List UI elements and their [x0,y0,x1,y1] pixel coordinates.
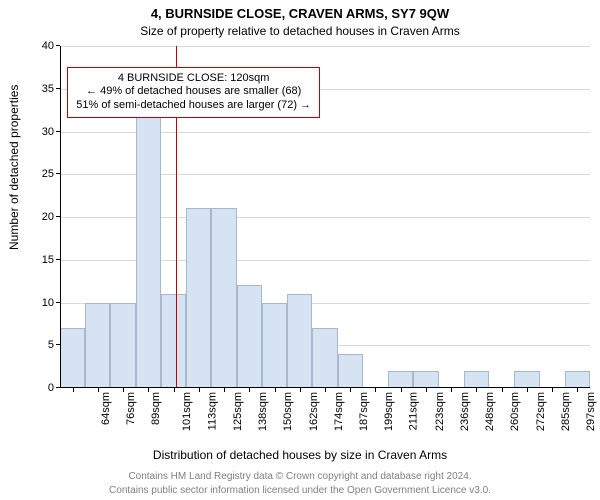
histogram-bar [262,303,287,389]
x-tick-label: 162sqm [308,392,320,431]
histogram-bar [136,97,161,388]
y-tick-label: 15 [42,254,60,266]
y-tick-label: 20 [42,211,60,223]
x-tick-mark [577,388,578,392]
x-tick-label: 101sqm [181,392,193,431]
x-tick-label: 272sqm [535,392,547,431]
y-tick-label: 30 [42,126,60,138]
x-tick-mark [148,388,149,392]
chart-subtitle: Size of property relative to detached ho… [0,24,600,38]
histogram-bar [312,328,337,388]
x-tick-mark [375,388,376,392]
x-tick-label: 187sqm [358,392,370,431]
x-tick-label: 199sqm [383,392,395,431]
x-tick-mark [98,388,99,392]
annotation-line: ← 49% of detached houses are smaller (68… [76,85,311,99]
x-tick-mark [199,388,200,392]
histogram-bar [60,328,85,388]
x-tick-mark [426,388,427,392]
x-tick-label: 174sqm [333,392,345,431]
x-tick-mark [325,388,326,392]
x-tick-mark [275,388,276,392]
x-tick-label: 125sqm [232,392,244,431]
y-tick-label: 35 [42,83,60,95]
y-tick-label: 40 [42,40,60,52]
attribution-line-2: Contains public sector information licen… [0,485,600,496]
x-tick-label: 248sqm [484,392,496,431]
y-tick-label: 25 [42,168,60,180]
histogram-bar [287,294,312,388]
x-tick-label: 76sqm [125,392,137,425]
x-tick-label: 260sqm [510,392,522,431]
y-tick-label: 10 [42,297,60,309]
x-tick-mark [249,388,250,392]
histogram-bar [161,294,186,388]
x-axis-label: Distribution of detached houses by size … [0,448,600,462]
histogram-bar [85,303,110,389]
x-tick-label: 138sqm [257,392,269,431]
annotation-line: 51% of semi-detached houses are larger (… [76,99,311,113]
x-tick-mark [224,388,225,392]
x-axis-spine [60,387,590,388]
x-tick-mark [401,388,402,392]
x-tick-mark [300,388,301,392]
histogram-bar [565,371,590,388]
histogram-bar [413,371,438,388]
x-tick-label: 211sqm [408,392,420,430]
x-tick-label: 150sqm [282,392,294,431]
x-tick-mark [527,388,528,392]
attribution-line-1: Contains HM Land Registry data © Crown c… [0,471,600,482]
x-tick-mark [476,388,477,392]
y-tick-label: 0 [48,382,60,394]
x-tick-label: 285sqm [560,392,572,431]
x-tick-label: 64sqm [100,392,112,425]
x-tick-label: 297sqm [585,392,597,431]
histogram-bar [186,208,211,388]
property-size-histogram: 4, BURNSIDE CLOSE, CRAVEN ARMS, SY7 9QW … [0,0,600,500]
x-tick-mark [350,388,351,392]
x-tick-mark [451,388,452,392]
x-tick-mark [502,388,503,392]
plot-area: 4 BURNSIDE CLOSE: 120sqm← 49% of detache… [60,46,590,388]
x-tick-label: 236sqm [459,392,471,431]
histogram-bar [211,208,236,388]
histogram-bar [388,371,413,388]
y-axis-label: Number of detached properties [7,85,21,250]
x-tick-mark [123,388,124,392]
x-tick-mark [552,388,553,392]
x-tick-mark [73,388,74,392]
x-tick-label: 223sqm [434,392,446,431]
annotation-line: 4 BURNSIDE CLOSE: 120sqm [76,72,311,86]
x-tick-mark [174,388,175,392]
histogram-bar [464,371,489,388]
histogram-bar [237,285,262,388]
histogram-bar [514,371,539,388]
x-tick-label: 89sqm [150,392,162,425]
annotation-box: 4 BURNSIDE CLOSE: 120sqm← 49% of detache… [67,67,320,118]
x-tick-label: 113sqm [206,392,218,430]
histogram-bar [338,354,363,388]
y-tick-label: 5 [48,339,60,351]
chart-title: 4, BURNSIDE CLOSE, CRAVEN ARMS, SY7 9QW [0,6,600,21]
histogram-bar [110,303,135,389]
y-axis-spine [60,46,61,388]
